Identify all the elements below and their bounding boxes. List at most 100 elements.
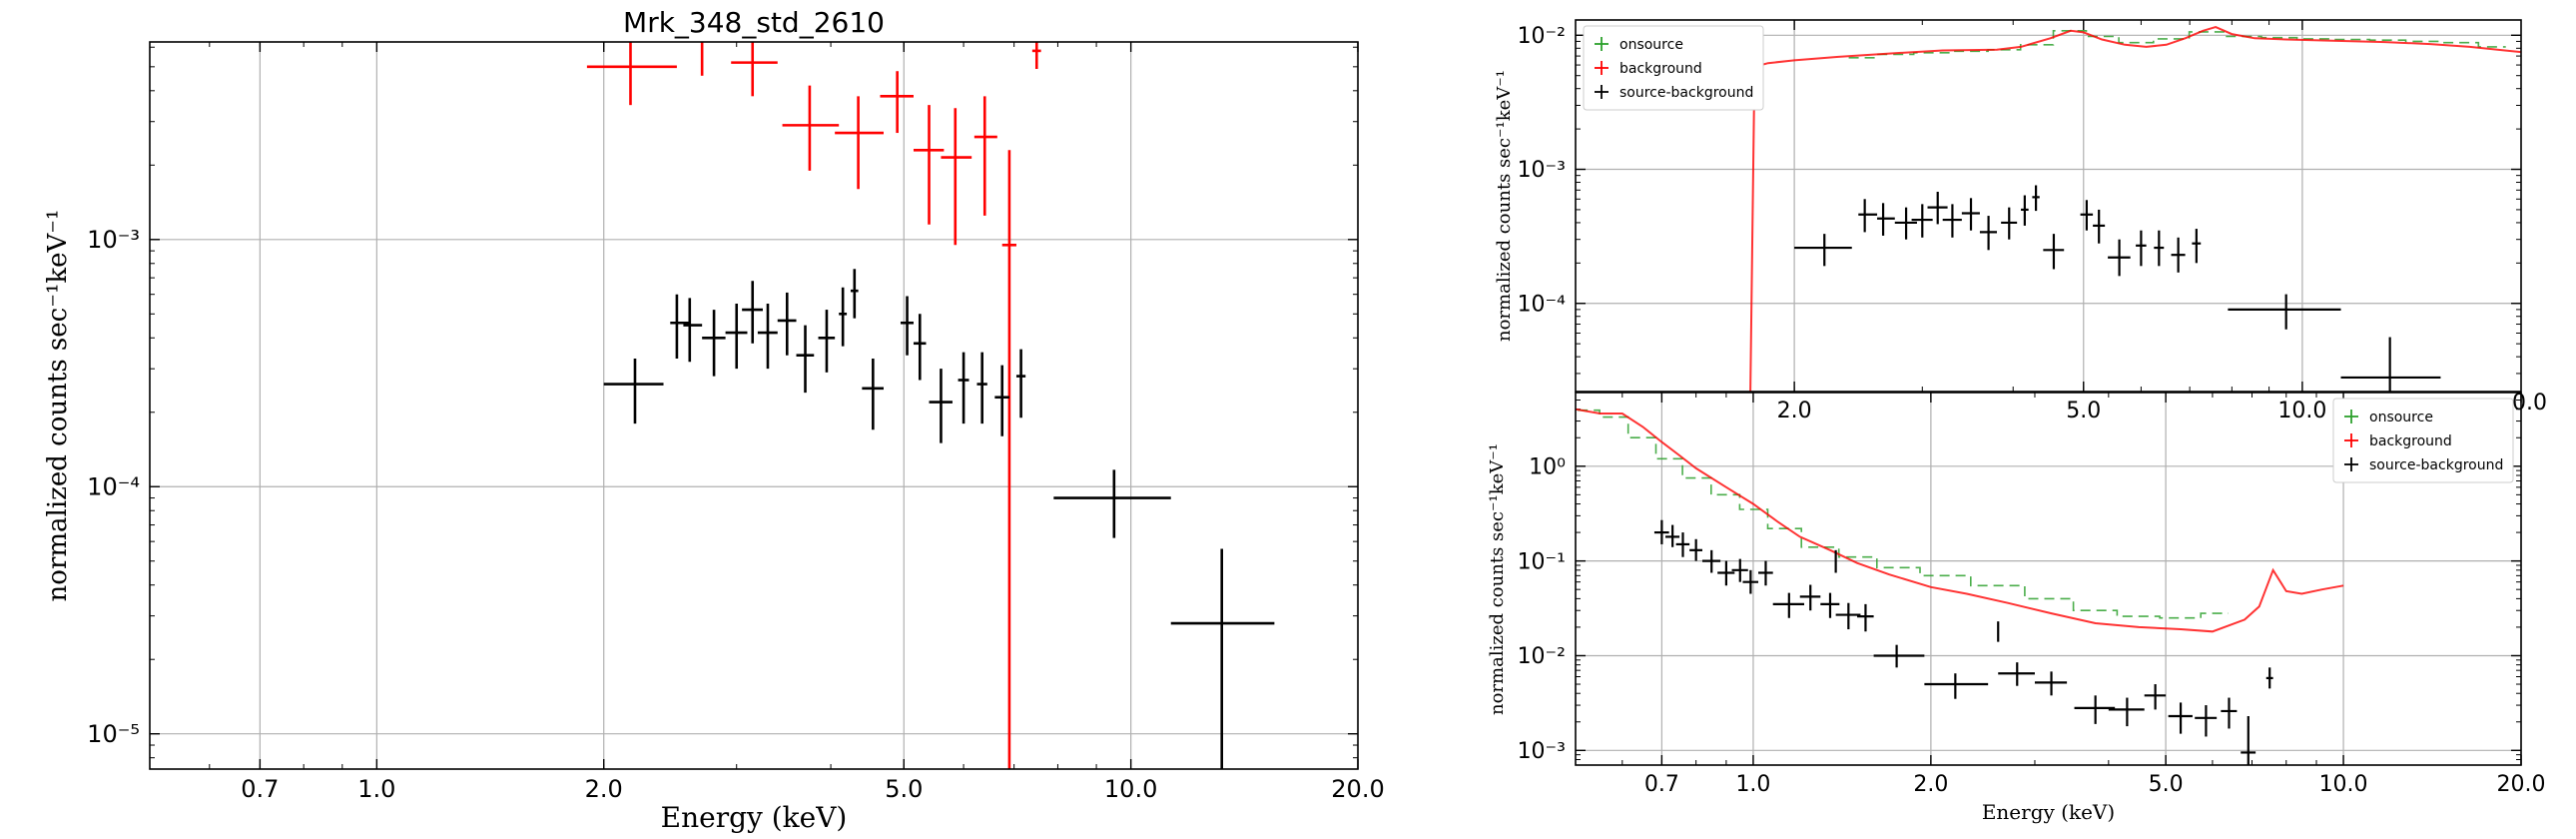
- x-tick-label: 10.0: [2277, 399, 2326, 423]
- data-point: [900, 296, 914, 356]
- data-point: [731, 42, 778, 97]
- y-tick-label: 10⁻⁴: [1518, 292, 1567, 317]
- data-point: [1877, 203, 1895, 236]
- data-point: [1998, 662, 2035, 686]
- y-tick-label: 10⁻⁵: [87, 720, 140, 748]
- data-point: [880, 71, 914, 134]
- axes-frame: [149, 41, 1359, 770]
- data-point: [603, 358, 664, 424]
- data-point: [683, 298, 703, 363]
- data-point: [1015, 349, 1026, 419]
- series-background: [1576, 408, 2344, 633]
- legend-label: onsource: [1619, 37, 1683, 53]
- legend-label: background: [2369, 433, 2452, 449]
- series-line-background: [1749, 26, 2521, 392]
- data-point: [1835, 602, 1861, 630]
- data-point: [1665, 524, 1680, 547]
- series-background: [1749, 26, 2521, 392]
- data-point: [2080, 200, 2094, 231]
- legend: onsource background source-background: [2332, 398, 2514, 483]
- data-point: [1772, 592, 1804, 618]
- data-point: [1979, 216, 1998, 251]
- data-point: [2154, 230, 2165, 267]
- data-point: [1873, 644, 1925, 668]
- data-point: [2108, 697, 2145, 727]
- data-point: [2241, 716, 2256, 765]
- x-tick-label: 10.0: [2319, 772, 2368, 797]
- chart-panel-1: 0.7 1.0 2.0 5.0 10.0 20.0 10⁻⁵ 10⁻⁴ 10⁻³ Mrk_348_…: [43, 6, 1385, 834]
- data-point: [1653, 519, 1669, 544]
- y-axis-label: normalized counts sec⁻¹keV⁻¹: [1494, 70, 1515, 342]
- data-point: [1799, 584, 1821, 611]
- data-point: [818, 310, 836, 373]
- x-tick-label: 5.0: [2066, 399, 2101, 423]
- x-axis-label: Energy (keV): [661, 801, 848, 834]
- data-point: [1742, 569, 1759, 594]
- x-tick-label: 1.0: [357, 775, 395, 803]
- data-point: [2136, 230, 2147, 267]
- data-point: [757, 304, 778, 370]
- data-point: [702, 310, 726, 377]
- data-point: [994, 365, 1009, 436]
- x-tick-label: 20.0: [1331, 775, 1384, 803]
- y-tick-label: 10⁰: [1529, 454, 1566, 479]
- series-onsource: [1578, 409, 2229, 619]
- data-point: [1701, 549, 1721, 573]
- data-point: [913, 314, 927, 381]
- data-point: [1942, 204, 1962, 238]
- series-group-2: [603, 269, 1275, 769]
- series-source-background: [1794, 185, 2441, 392]
- data-point: [2043, 234, 2065, 270]
- data-point: [777, 292, 797, 356]
- data-point: [1911, 204, 1933, 238]
- legend-label: source-background: [2369, 457, 2503, 473]
- data-layer: [586, 42, 1275, 769]
- data-point: [2074, 695, 2116, 724]
- minor-ticks: [149, 42, 1359, 769]
- data-point: [1170, 548, 1275, 769]
- data-point: [839, 287, 848, 347]
- data-point: [2340, 337, 2441, 392]
- x-tick-label: 5.0: [2149, 772, 2184, 797]
- data-point: [1053, 469, 1171, 538]
- legend: onsource background source-background: [1583, 25, 1764, 111]
- data-point: [913, 105, 945, 225]
- y-tick-label: 10⁻²: [1518, 644, 1566, 669]
- data-point: [1924, 673, 1989, 699]
- data-point: [2195, 705, 2218, 737]
- data-point: [1820, 592, 1840, 618]
- y-tick-label: 10⁻³: [87, 226, 140, 254]
- data-point: [1857, 603, 1874, 632]
- data-point: [1689, 538, 1702, 561]
- x-tick-label: 0.0: [2512, 391, 2547, 416]
- data-point: [2144, 684, 2167, 710]
- x-tick-label: 0.7: [241, 775, 279, 803]
- data-point: [2108, 239, 2131, 277]
- x-tick-label: 0.7: [1644, 772, 1679, 797]
- data-point: [835, 96, 884, 190]
- axes-frame: [1575, 19, 2522, 393]
- data-point: [1794, 234, 1852, 267]
- data-layer: [1576, 408, 2344, 765]
- x-axis-label: Energy (keV): [1982, 800, 2115, 824]
- legend-box: [2332, 398, 2514, 483]
- data-point: [1031, 42, 1041, 70]
- x-tick-label: 2.0: [585, 775, 623, 803]
- data-point: [796, 325, 815, 394]
- axes-frame: [1575, 392, 2522, 766]
- legend-box: [1583, 25, 1764, 111]
- x-tick-label: 2.0: [1777, 399, 1812, 423]
- data-point: [2265, 667, 2273, 689]
- data-point: [725, 304, 748, 370]
- data-point: [1758, 560, 1773, 586]
- data-point: [2221, 697, 2238, 729]
- chart-panel-2: 2.0 5.0 10.0 10⁻⁴ 10⁻³ 10⁻² 0.0 normalized coun…: [1494, 19, 2547, 423]
- data-point: [1858, 199, 1878, 233]
- y-tick-label: 10⁻³: [1518, 158, 1566, 183]
- x-tick-label: 20.0: [2497, 772, 2546, 797]
- x-tick-label: 1.0: [1735, 772, 1770, 797]
- legend-label: background: [1619, 61, 1702, 77]
- data-point: [2093, 209, 2106, 244]
- data-point: [1675, 532, 1690, 557]
- data-point: [1894, 207, 1917, 240]
